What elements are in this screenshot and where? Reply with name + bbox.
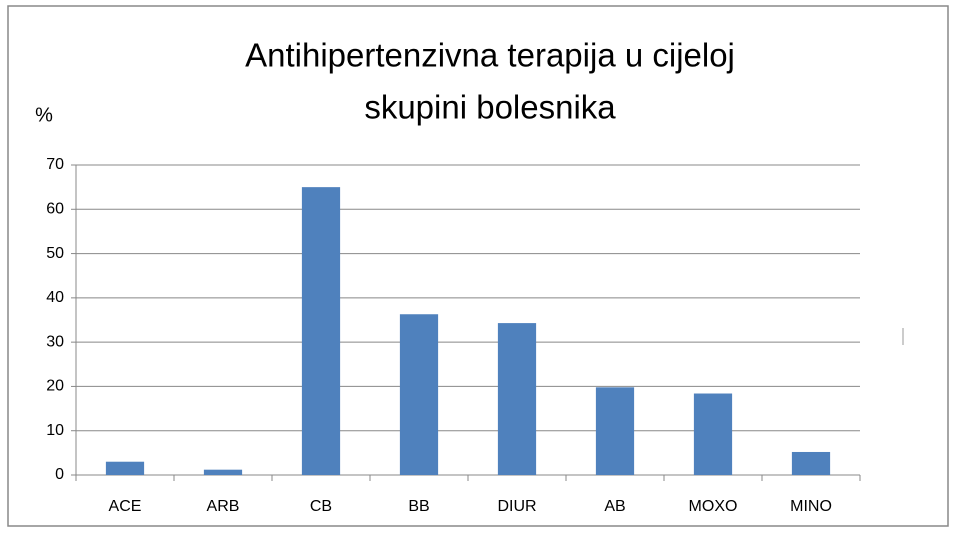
- bar: [497, 323, 537, 475]
- bar: [105, 461, 145, 475]
- bar: [693, 393, 733, 475]
- x-tick-label: MINO: [790, 498, 832, 515]
- y-tick-label: 70: [46, 156, 64, 173]
- y-tick-label: 40: [46, 289, 64, 306]
- y-tick-label: 0: [55, 466, 64, 483]
- x-tick-label: ARB: [207, 498, 240, 515]
- y-tick-label: 10: [46, 422, 64, 439]
- y-tick-label: 30: [46, 333, 64, 350]
- x-tick-label: AB: [604, 498, 625, 515]
- y-tick-label: 60: [46, 201, 64, 218]
- x-tick-label: BB: [408, 498, 429, 515]
- x-tick-label: MOXO: [689, 498, 738, 515]
- y-axis-label: %: [35, 104, 53, 126]
- y-tick-label: 50: [46, 245, 64, 262]
- x-tick-label: ACE: [109, 498, 142, 515]
- x-tick-label: DIUR: [497, 498, 536, 515]
- x-tick-label: CB: [310, 498, 332, 515]
- bar: [399, 314, 439, 475]
- bar: [791, 451, 831, 475]
- bar: [301, 187, 341, 475]
- chart-frame: [7, 5, 949, 527]
- chart-title: skupini bolesnika: [364, 89, 616, 126]
- bar: [595, 387, 635, 475]
- bar: [203, 469, 243, 475]
- chart-title: Antihipertenzivna terapija u cijeloj: [245, 37, 735, 74]
- y-tick-label: 20: [46, 378, 64, 395]
